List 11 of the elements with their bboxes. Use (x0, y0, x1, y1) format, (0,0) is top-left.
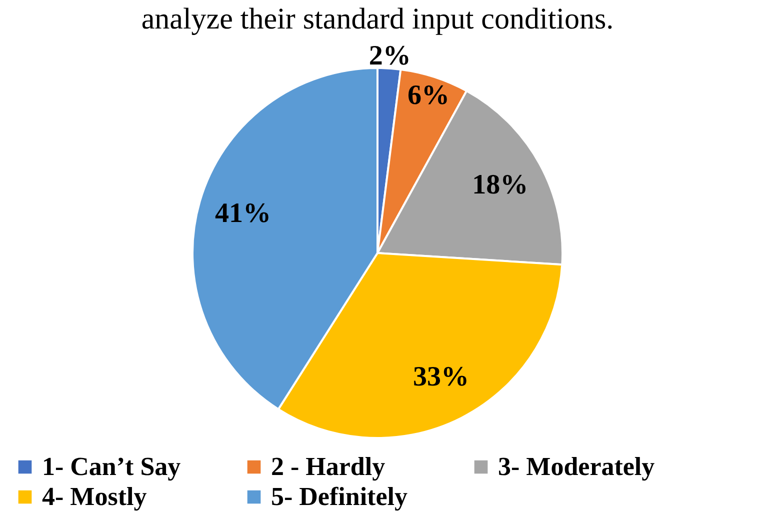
legend-label: 5- Definitely (271, 482, 408, 511)
legend-label: 3- Moderately (498, 452, 655, 481)
legend-label: 2 - Hardly (271, 452, 386, 481)
data-label: 33% (413, 362, 470, 393)
data-label: 41% (215, 198, 272, 229)
legend-label: 4- Mostly (42, 482, 147, 511)
data-label: 18% (472, 170, 528, 201)
chart-title: analyze their standard input conditions. (141, 2, 614, 36)
data-label: 2% (368, 40, 411, 72)
legend-label: 1- Can’t Say (42, 452, 181, 481)
data-label: 6% (407, 80, 450, 112)
